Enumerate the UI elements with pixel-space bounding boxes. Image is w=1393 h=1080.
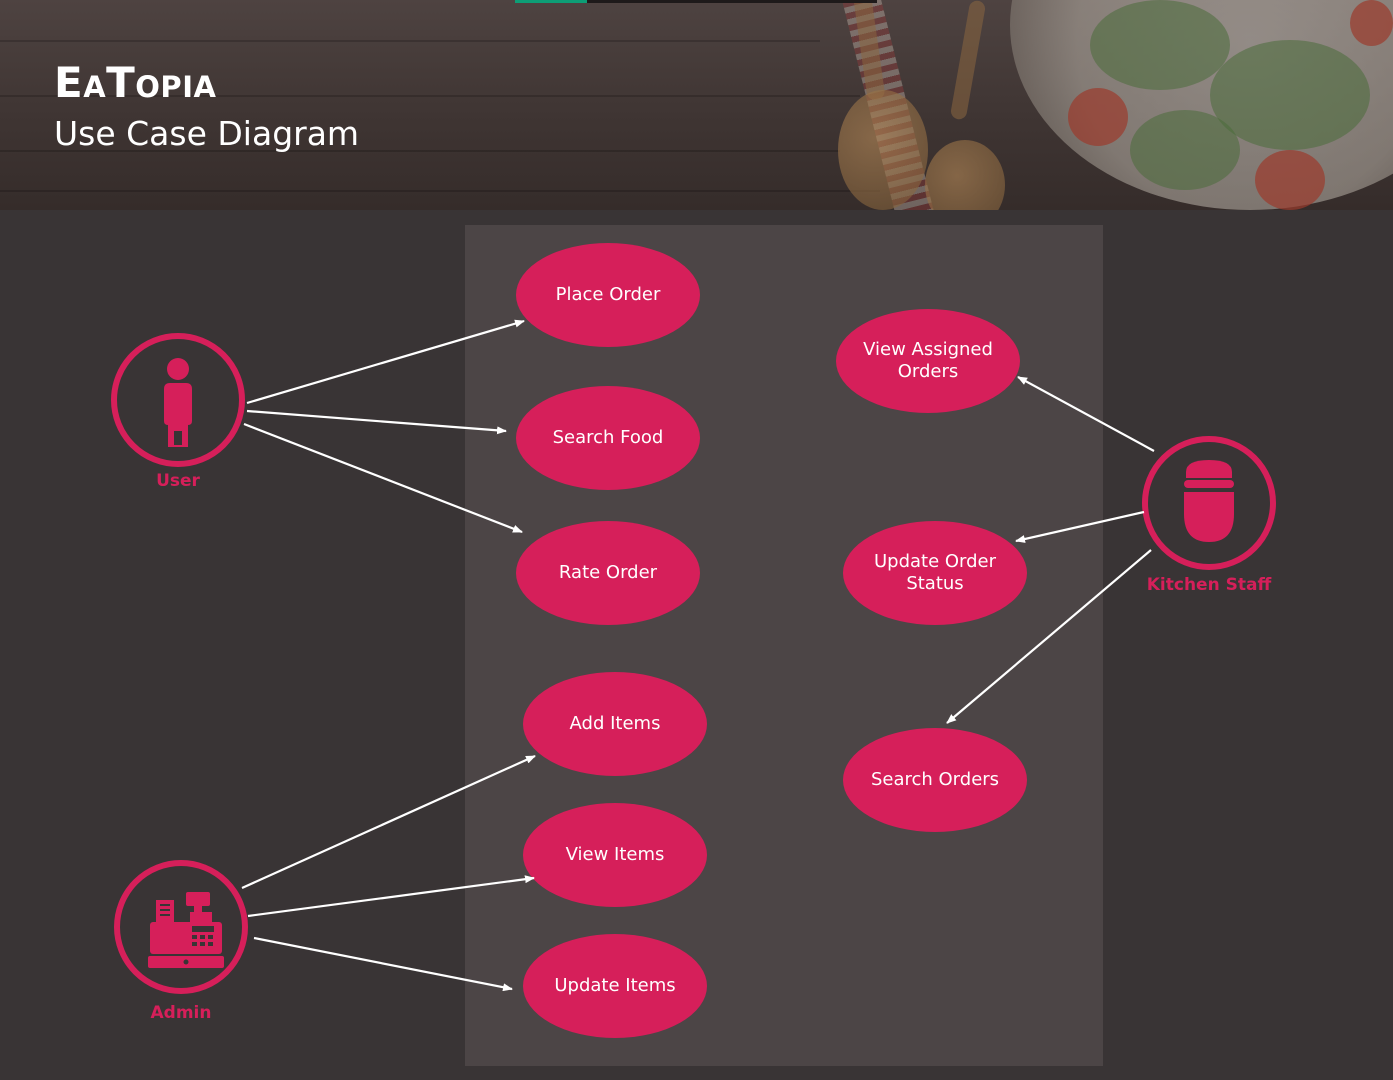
actor-user[interactable] <box>111 333 245 467</box>
progress-fill <box>515 0 588 3</box>
usecase-update-order-status[interactable]: Update Order Status <box>843 521 1027 625</box>
tomato <box>1255 150 1325 210</box>
usecase-add-items[interactable]: Add Items <box>523 672 707 776</box>
progress-bar <box>515 0 877 3</box>
wood-grain <box>0 150 840 152</box>
usecase-update-items[interactable]: Update Items <box>523 934 707 1038</box>
app-title: EaTopia <box>54 58 217 107</box>
header-banner: EaTopia Use Case Diagram <box>0 0 1393 210</box>
usecase-search-orders[interactable]: Search Orders <box>843 728 1027 832</box>
wooden-spoon <box>925 140 1005 210</box>
salad-leaves <box>1090 0 1230 90</box>
actor-admin[interactable] <box>114 860 248 994</box>
usecase-search-food[interactable]: Search Food <box>516 386 700 490</box>
actor-label-user: User <box>156 471 200 491</box>
wood-grain <box>0 40 820 42</box>
usecase-rate-order[interactable]: Rate Order <box>516 521 700 625</box>
tomato <box>1350 0 1393 46</box>
usecase-place-order[interactable]: Place Order <box>516 243 700 347</box>
wood-grain <box>0 95 860 97</box>
person-icon <box>164 358 192 447</box>
salad-leaves <box>1210 40 1370 150</box>
cash-register-icon <box>148 892 224 968</box>
actor-label-kitchen-staff: Kitchen Staff <box>1146 575 1272 595</box>
actor-label-admin: Admin <box>150 1003 212 1023</box>
spoon-handle <box>949 0 987 121</box>
usecase-view-items[interactable]: View Items <box>523 803 707 907</box>
wood-grain <box>0 190 880 192</box>
usecase-view-assigned-orders[interactable]: View Assigned Orders <box>836 309 1020 413</box>
actor-kitchen-staff[interactable] <box>1142 436 1276 570</box>
chef-icon <box>1184 460 1234 542</box>
salad-leaves <box>1130 110 1240 190</box>
page-subtitle: Use Case Diagram <box>54 114 360 153</box>
tomato <box>1068 88 1128 146</box>
wooden-spoon <box>838 90 928 210</box>
